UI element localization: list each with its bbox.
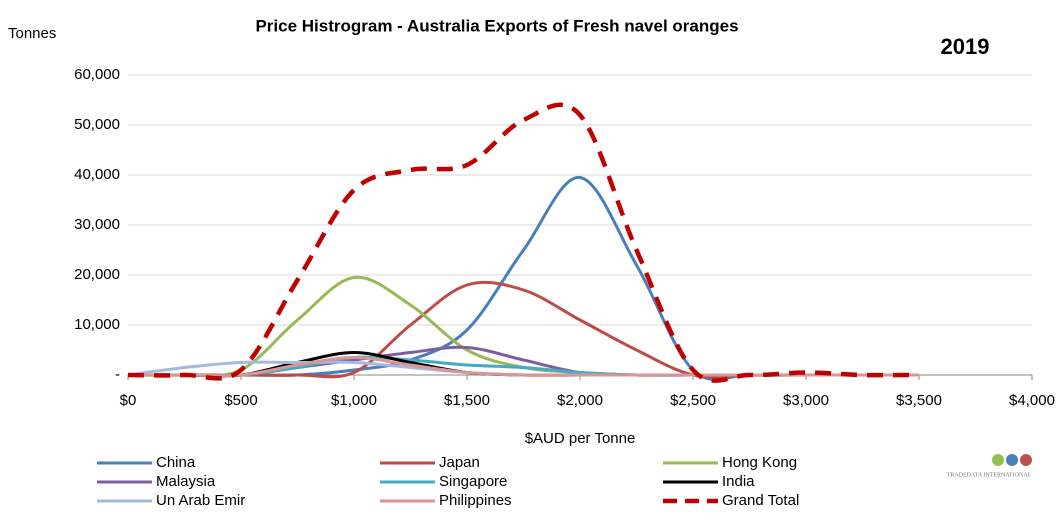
x-tick-label: $1,500	[444, 392, 490, 409]
x-tick-label: $2,500	[670, 392, 716, 409]
logo-globe	[1020, 454, 1032, 466]
logo: TRADEDATA INTERNATIONAL	[947, 454, 1032, 478]
annotation: 2019	[941, 34, 990, 59]
y-tick-label: -	[115, 366, 120, 383]
x-tick-label: $500	[224, 392, 257, 409]
x-tick-label: $2,000	[557, 392, 603, 409]
legend-label: Malaysia	[156, 473, 216, 490]
legend-label: China	[156, 454, 196, 471]
y-tick-label: 10,000	[74, 316, 120, 333]
x-tick-label: $0	[120, 392, 137, 409]
x-tick-label: $3,500	[896, 392, 942, 409]
x-tick-label: $4,000	[1009, 392, 1055, 409]
legend-label: Hong Kong	[722, 454, 797, 471]
y-tick-label: 30,000	[74, 216, 120, 233]
logo-text: TRADEDATA INTERNATIONAL	[947, 472, 1032, 478]
series-line	[128, 176, 919, 381]
y-tick-label: 50,000	[74, 116, 120, 133]
legend-label: India	[722, 473, 755, 490]
x-axis-label: $AUD per Tonne	[525, 430, 636, 447]
logo-globe	[992, 454, 1004, 466]
chart-title: Price Histrogram - Australia Exports of …	[255, 16, 738, 35]
logo-globe	[1006, 454, 1018, 466]
x-tick-label: $3,000	[783, 392, 829, 409]
legend-label: Singapore	[439, 473, 507, 490]
series-line	[127, 102, 920, 383]
legend-label: Un Arab Emir	[156, 492, 245, 509]
y-tick-label: 60,000	[74, 66, 120, 83]
y-tick-label: 40,000	[74, 166, 120, 183]
legend-label: Philippines	[439, 492, 512, 509]
y-axis-label: Tonnes	[8, 25, 56, 42]
x-tick-label: $1,000	[331, 392, 377, 409]
y-tick-label: 20,000	[74, 266, 120, 283]
legend-label: Grand Total	[722, 492, 799, 509]
legend-label: Japan	[439, 454, 480, 471]
